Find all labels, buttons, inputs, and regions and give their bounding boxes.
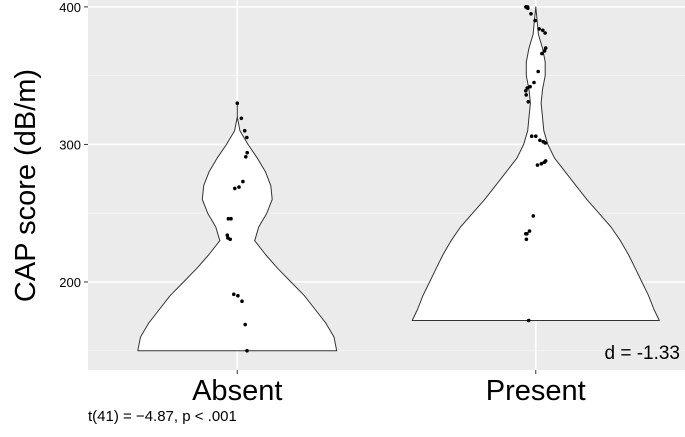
data-point (531, 214, 536, 218)
data-point (245, 348, 249, 353)
y-tick-label: 300 (59, 137, 81, 152)
data-point (542, 49, 547, 53)
data-point (537, 27, 541, 31)
data-point (536, 69, 540, 74)
y-tick-label: 200 (59, 275, 81, 290)
y-axis-title: CAP score (dB/m) (10, 68, 43, 302)
data-point (535, 163, 540, 167)
data-point (241, 179, 245, 184)
data-point (233, 186, 237, 191)
y-axis: 200 300 400 (59, 0, 88, 290)
test-statistic-caption: t(41) = −4.87, p < .001 (88, 408, 237, 425)
effect-size-annotation: d = -1.33 (604, 343, 680, 364)
data-point (543, 31, 547, 35)
data-point (240, 299, 244, 304)
data-point (543, 141, 548, 145)
violin-absent (137, 102, 338, 352)
data-point (527, 229, 532, 233)
data-point (529, 12, 533, 16)
data-point (243, 322, 247, 327)
data-point (235, 101, 240, 105)
data-point (242, 128, 247, 133)
data-point (236, 293, 240, 298)
data-point (528, 84, 532, 89)
x-axis: Absent Present (192, 370, 586, 407)
violins (137, 6, 660, 352)
data-point (533, 18, 537, 23)
data-point (529, 134, 534, 138)
y-tick-label: 400 (59, 0, 81, 15)
data-point (244, 155, 248, 159)
y-axis-title-wrap: CAP score (dB/m) (2, 0, 52, 370)
data-point (526, 6, 530, 11)
data-point (542, 160, 547, 165)
data-point (524, 232, 528, 236)
violin-present (411, 6, 660, 321)
data-point (524, 93, 528, 97)
data-point (229, 216, 233, 221)
data-point (225, 233, 230, 237)
data-point (541, 28, 545, 33)
data-points (225, 5, 548, 353)
data-point (538, 138, 542, 143)
x-tick-label: Absent (192, 375, 282, 407)
data-point (526, 100, 531, 104)
data-point (245, 150, 249, 155)
data-point (534, 134, 538, 138)
x-tick-label: Present (486, 375, 586, 407)
data-point (540, 51, 544, 56)
data-point (543, 46, 548, 50)
data-point (228, 237, 232, 242)
data-point (524, 89, 528, 93)
data-point (526, 318, 531, 323)
data-point (226, 216, 231, 221)
data-point (232, 292, 236, 297)
data-point (239, 116, 244, 121)
data-point (245, 135, 249, 140)
data-point (524, 237, 529, 242)
data-point (525, 86, 529, 90)
data-point (237, 185, 241, 189)
data-point (532, 80, 536, 85)
data-point (539, 161, 544, 166)
